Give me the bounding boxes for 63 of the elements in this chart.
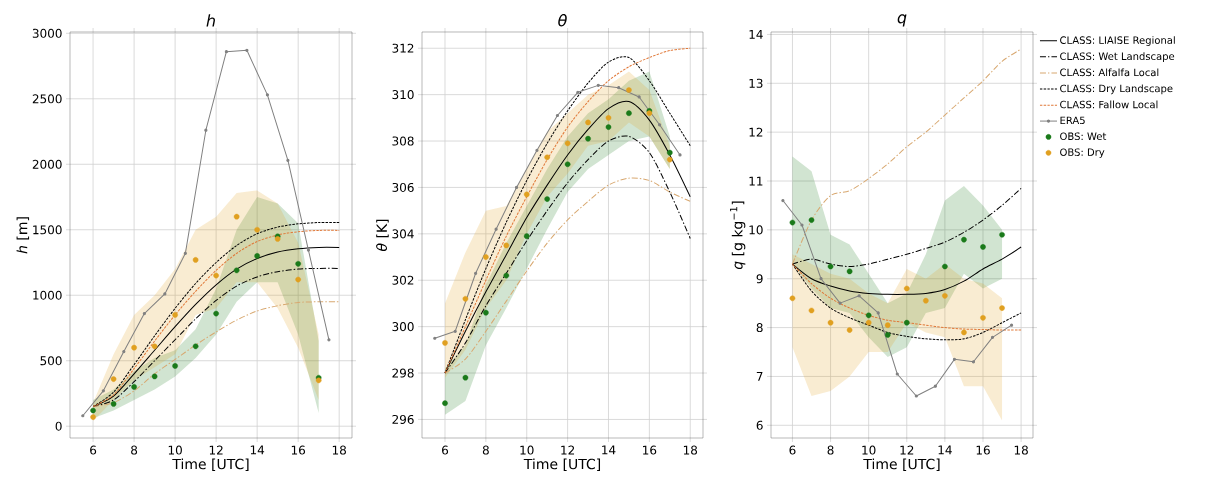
x-tick-label: 6 (442, 445, 449, 455)
y-tick-label: 7 (756, 372, 763, 381)
x-tick-label: 6 (789, 445, 796, 455)
y-tick-label: 13 (749, 78, 763, 88)
y-tick-label: 3000 (32, 28, 62, 38)
y-tick-label: 298 (392, 368, 414, 378)
legend-label: OBS: Wet (1060, 132, 1107, 141)
x-tick-label: 12 (900, 445, 914, 455)
y-tick-label: 11 (749, 176, 763, 186)
legend-label: OBS: Dry (1060, 148, 1105, 158)
x-tick-label: 18 (1014, 445, 1028, 455)
y-tick-label: 310 (392, 90, 414, 100)
x-tick-label: 6 (90, 445, 97, 455)
x-tick-label: 16 (291, 445, 306, 455)
y-tick-label: 1500 (33, 225, 62, 235)
x-tick-label: 16 (643, 445, 657, 455)
y-tick-label: 6 (756, 420, 763, 430)
x-tick-label: 18 (332, 445, 346, 455)
y-tick-label: 304 (392, 229, 414, 239)
x-tick-label: 8 (827, 445, 834, 455)
legend-label: CLASS: Alfalfa Local (1060, 68, 1159, 77)
y-tick-label: 312 (392, 43, 414, 53)
chart-title: θ (558, 14, 567, 27)
chart-title: h (206, 14, 215, 27)
x-tick-label: 10 (862, 445, 876, 455)
legend-label: CLASS: Wet Landscape (1060, 52, 1175, 62)
y-tick-label: 12 (749, 127, 763, 137)
x-tick-label: 8 (482, 445, 489, 455)
y-axis-title: q [g kg$^{−1}$] (730, 201, 746, 270)
x-tick-label: 12 (209, 445, 223, 455)
x-tick-label: 18 (683, 445, 698, 455)
legend-label: CLASS: LIAISE Regional (1060, 36, 1175, 46)
y-tick-label: 296 (392, 414, 414, 424)
x-tick-label: 10 (520, 445, 534, 455)
y-tick-label: 500 (40, 356, 62, 366)
legend-label: CLASS: Fallow Local (1060, 100, 1158, 109)
x-tick-label: 14 (602, 445, 616, 455)
x-tick-label: 12 (561, 445, 575, 455)
chart-title: q (897, 14, 907, 27)
y-tick-label: 2000 (32, 159, 62, 169)
x-tick-label: 16 (976, 445, 990, 455)
y-tick-label: 0 (55, 421, 62, 431)
y-tick-label: 302 (392, 275, 414, 285)
y-tick-label: 14 (749, 30, 763, 39)
x-tick-label: 8 (131, 445, 138, 455)
legend-label: CLASS: Dry Landscape (1060, 84, 1173, 95)
y-tick-label: 306 (392, 182, 414, 192)
y-tick-label: 2500 (32, 94, 62, 104)
x-axis-title: Time [UTC] (172, 458, 249, 471)
y-tick-label: 300 (392, 322, 414, 332)
x-axis-title: Time [UTC] (863, 458, 940, 471)
y-tick-label: 8 (756, 323, 763, 333)
y-axis-title: h [m] (16, 217, 30, 254)
x-tick-label: 14 (250, 445, 265, 455)
x-tick-label: 10 (168, 445, 182, 455)
x-axis-title: Time [UTC] (523, 458, 601, 471)
y-tick-label: 308 (392, 136, 414, 146)
y-tick-label: 9 (756, 274, 763, 284)
legend-label: ERA5 (1060, 116, 1085, 125)
y-axis-title: θ [K] (376, 219, 389, 251)
y-tick-label: 10 (749, 225, 763, 235)
x-tick-label: 14 (938, 445, 952, 455)
y-tick-label: 1000 (33, 290, 62, 300)
